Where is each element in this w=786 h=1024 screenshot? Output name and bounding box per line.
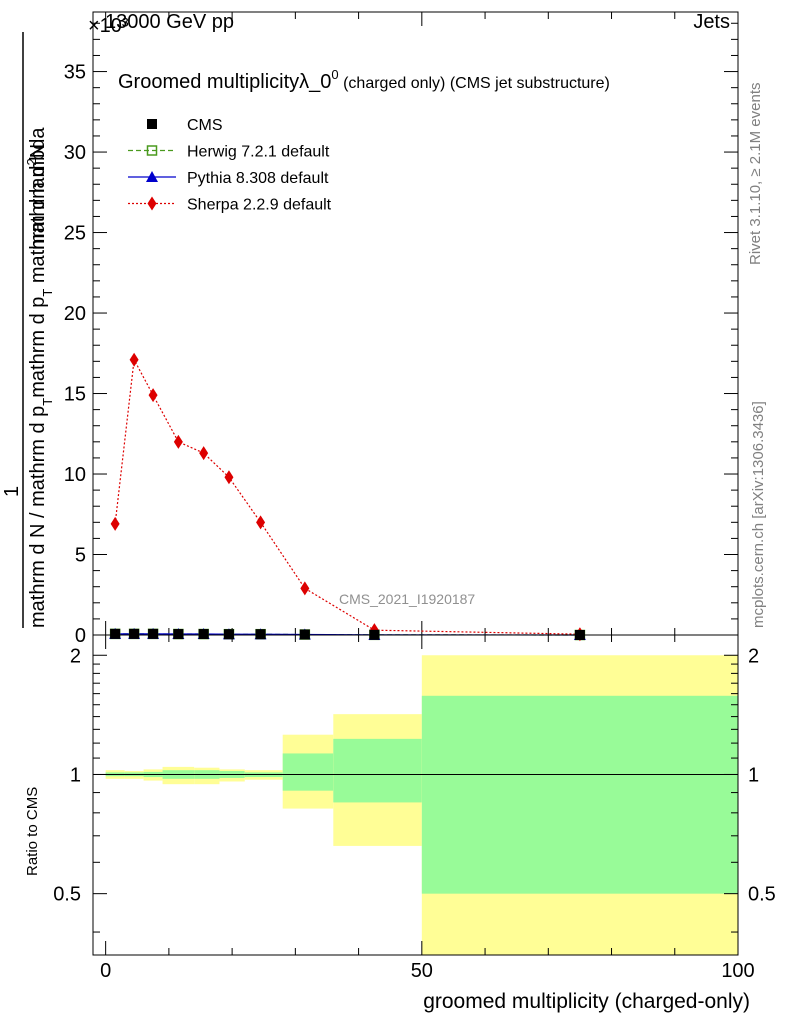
ratio-y-tick-label-right: 0.5 (748, 884, 776, 906)
data-point-sherpa (300, 581, 310, 596)
legend-label-pythia: Pythia 8.308 default (187, 170, 329, 187)
y-tick-label: 30 (64, 142, 86, 164)
y-tick-label: 15 (64, 384, 86, 406)
ratio-inner-band (282, 753, 334, 791)
data-point-sherpa (256, 515, 266, 530)
ratio-inner-band (333, 738, 422, 803)
ylabel-numerator-one: 1 (1, 486, 23, 497)
ratio-ylabel: Ratio to CMS (24, 787, 41, 876)
ratio-inner-band (421, 695, 738, 894)
chart-title: Groomed multiplicityλ_00 (charged only) … (118, 67, 610, 93)
legend-marker-cms (147, 119, 157, 129)
header-right: Jets (693, 11, 730, 33)
watermark: CMS_2021_I1920187 (339, 591, 475, 607)
y-tick-label: 5 (75, 545, 86, 567)
legend: CMS Herwig 7.2.1 default Pythia 8.308 defa… (128, 117, 332, 214)
ratio-y-tick-label-left: 0.5 (53, 884, 81, 906)
data-point-cms (223, 629, 234, 640)
data-point-cms (198, 629, 209, 640)
ratio-bands (105, 655, 738, 955)
data-point-cms (129, 628, 140, 639)
ratio-y-tick-label-left: 1 (70, 764, 81, 786)
mcplots-label: mcplots.cern.ch [arXiv:1306.3436] (750, 401, 767, 628)
series-line-sherpa (114, 357, 580, 635)
legend-marker-herwig (146, 145, 158, 156)
legend-marker-sherpa (147, 196, 157, 211)
legend-label-cms: CMS (187, 117, 223, 134)
xlabel: groomed multiplicity (charged-only) (423, 990, 750, 1013)
legend-marker-pythia (146, 171, 158, 182)
main-axes: 0 5 10 15 20 25 30 35 (64, 11, 739, 647)
ratio-axes: 0.5 0.5 1 1 2 2 0 50 100 (53, 634, 776, 982)
data-point-sherpa (199, 446, 209, 461)
x-tick-label: 100 (721, 960, 754, 982)
legend-label-herwig: Herwig 7.2.1 default (187, 144, 330, 161)
y-tick-label: 10 (64, 464, 86, 486)
rivet-label: Rivet 3.1.10, ≥ 2.1M events (747, 83, 764, 266)
main-ylabel: 1 mathrm d2N mathrm d N / mathrm d pTmat… (1, 32, 55, 628)
ylabel-denominator: mathrm d N / mathrm d pTmathrm d pT math… (27, 127, 55, 628)
data-point-sherpa (173, 434, 183, 449)
ratio-frame (92, 634, 739, 956)
data-point-sherpa (129, 352, 139, 367)
x-tick-label: 50 (411, 960, 433, 982)
main-frame (92, 11, 739, 636)
legend-label-sherpa: Sherpa 2.2.9 default (187, 197, 332, 214)
y-tick-label: 35 (64, 62, 86, 84)
main-series (109, 352, 586, 642)
data-point-sherpa (110, 516, 120, 531)
header-left: 13000 GeV pp (105, 11, 234, 33)
ratio-panel: 0.5 0.5 1 1 2 2 0 50 100 (53, 634, 776, 982)
ratio-y-tick-label-right: 2 (748, 645, 759, 667)
data-point-cms (173, 629, 184, 640)
exponent-label: ×10³ (88, 15, 129, 37)
ratio-y-tick-label-right: 1 (748, 764, 759, 786)
data-point-sherpa (224, 470, 234, 485)
ratio-y-tick-label-left: 2 (70, 645, 81, 667)
y-tick-label: 0 (75, 625, 86, 647)
x-tick-label: 0 (100, 960, 111, 982)
main-panel: 0 5 10 15 20 25 30 35 Groomed multiplicityλ_00 … (64, 11, 739, 647)
data-point-sherpa (148, 388, 158, 403)
y-tick-label: 25 (64, 223, 86, 245)
data-point-cms (110, 628, 121, 639)
y-tick-label: 20 (64, 303, 86, 325)
data-point-cms (148, 628, 159, 639)
ylabel-numerator: mathrm d2N (24, 144, 49, 250)
data-point-cms (255, 629, 266, 640)
